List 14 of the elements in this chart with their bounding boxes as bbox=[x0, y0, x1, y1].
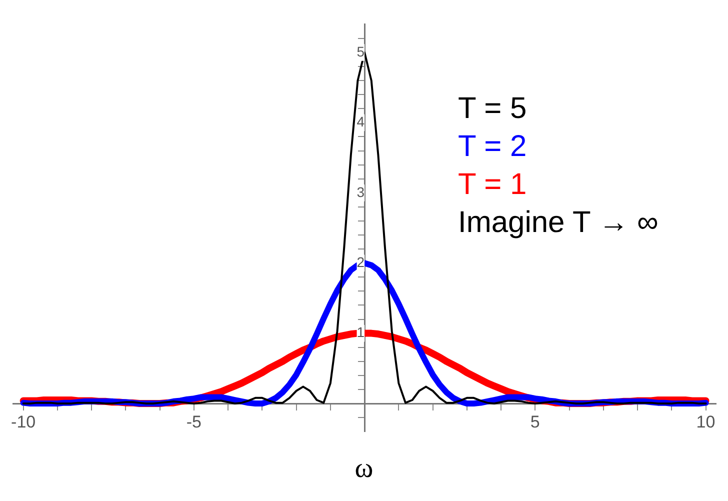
y-tick-label: 1 bbox=[356, 324, 365, 340]
y-tick-label: 4 bbox=[356, 114, 365, 130]
x-tick-label: -5 bbox=[186, 412, 202, 432]
x-tick-label: 10 bbox=[696, 412, 716, 432]
x-axis-title: ω bbox=[354, 453, 374, 485]
x-tick-label: 5 bbox=[530, 412, 540, 432]
annotation: Imagine T → ∞ bbox=[458, 205, 658, 241]
y-tick-label: 3 bbox=[356, 184, 365, 200]
x-tick-label: -10 bbox=[11, 412, 36, 432]
text: T = 1 bbox=[458, 167, 528, 203]
text: T = 5 bbox=[458, 91, 528, 127]
text: T = 2 bbox=[458, 129, 528, 165]
y-tick-label: 2 bbox=[356, 254, 365, 270]
y-tick-label: 5 bbox=[356, 43, 365, 60]
